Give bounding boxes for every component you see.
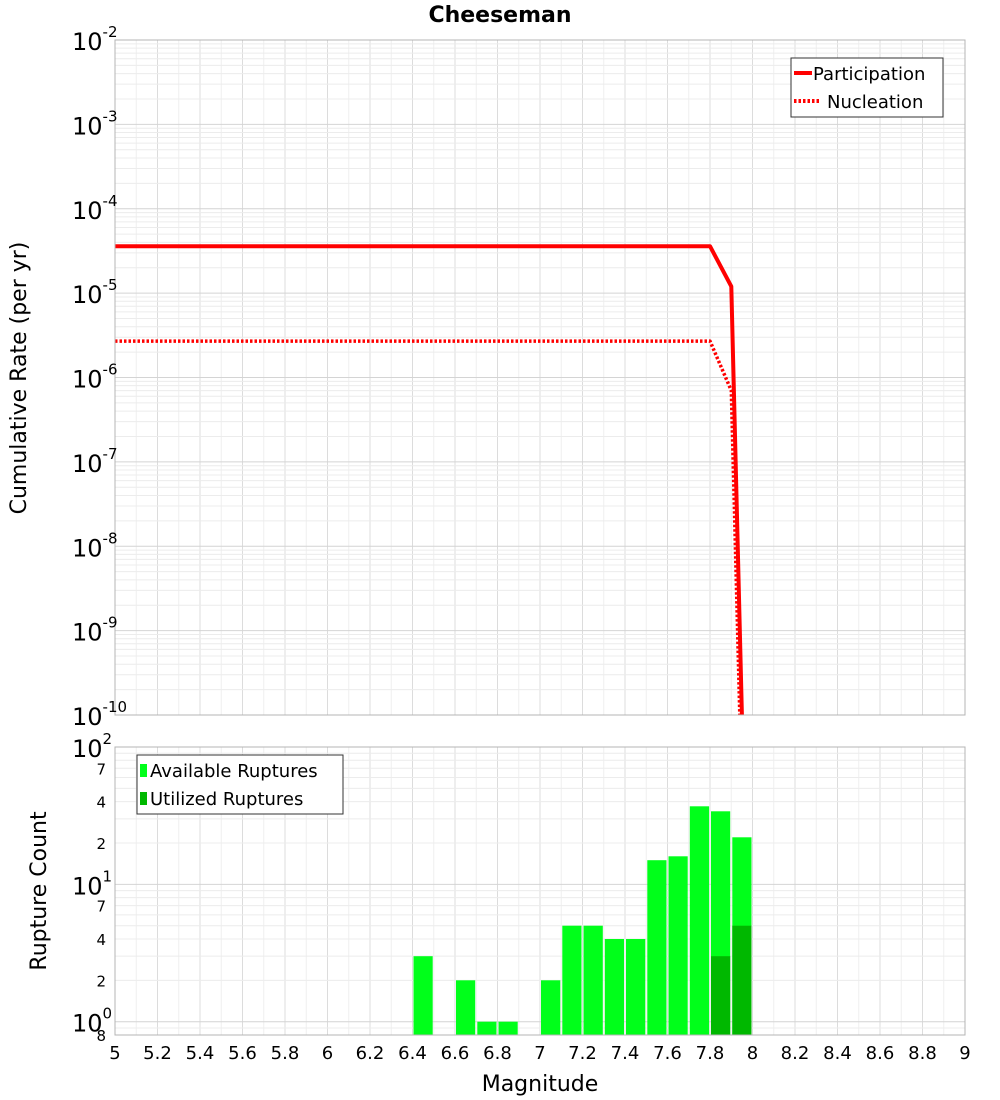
x-tick-label: 5.8	[271, 1043, 300, 1064]
count-y-major-label: 100	[72, 1005, 112, 1038]
count-plot-legend-box	[136, 754, 344, 815]
x-tick-label: 5.6	[228, 1043, 257, 1064]
x-tick-label: 8.8	[908, 1043, 937, 1064]
legend-label-participation: Participation	[813, 64, 925, 85]
count-plot-frame	[114, 746, 966, 1036]
available-bar	[562, 925, 582, 1035]
count-y-minor-label: 7	[96, 760, 106, 778]
x-tick-label: 6.4	[398, 1043, 427, 1064]
available-bar	[647, 860, 667, 1035]
count-y-minor-label: 4	[96, 931, 106, 949]
x-tick-label: 6.6	[441, 1043, 470, 1064]
x-tick-label: 6.8	[483, 1043, 512, 1064]
count-plot: 102 101 100 7 4 2 7 4 2 8 5 5.2 5.4 5.6 5.8 6 6.2 6.4 6.6…	[27, 730, 971, 1097]
x-tick-label: 8.4	[823, 1043, 852, 1064]
x-tick-label: 7.4	[611, 1043, 640, 1064]
x-tick-label: 5.2	[143, 1043, 172, 1064]
rate-y-tick-label: 10-7	[72, 445, 118, 478]
count-y-minor-label: 2	[96, 835, 106, 853]
available-bar	[604, 939, 624, 1035]
available-bar	[541, 980, 561, 1035]
rate-y-tick-label: 10-2	[72, 23, 118, 56]
x-tick-label: 8	[747, 1043, 758, 1064]
count-plot-y-label: Rupture Count	[27, 811, 52, 971]
series-line-nucleation	[115, 339, 742, 716]
rate-plot-series	[115, 244, 744, 716]
x-tick-label: 9	[959, 1043, 970, 1064]
count-y-major-label: 102	[72, 730, 112, 763]
count-y-major-label: 101	[72, 867, 112, 900]
x-axis-label: Magnitude	[482, 1072, 599, 1097]
count-plot-bars	[413, 806, 752, 1035]
available-bar	[689, 806, 710, 1035]
available-bar	[668, 856, 688, 1035]
legend-label-nucleation: Nucleation	[827, 92, 923, 113]
rate-plot-legend-box	[790, 57, 944, 118]
x-tick-label: 8.6	[866, 1043, 895, 1064]
series-line-participation	[115, 244, 744, 716]
available-bar	[456, 980, 476, 1035]
x-tick-label: 7	[534, 1043, 545, 1064]
legend-swatch-utilized	[140, 792, 147, 805]
rate-plot-legend: Participation Nucleation	[790, 57, 944, 118]
x-tick-label: 6.2	[356, 1043, 385, 1064]
available-bar	[626, 939, 646, 1035]
legend-label-utilized: Utilized Ruptures	[150, 789, 303, 810]
available-bar	[413, 956, 433, 1035]
count-y-minor-label: 2	[96, 972, 106, 990]
x-tick-label: 7.6	[653, 1043, 682, 1064]
utilized-bar	[732, 925, 752, 1035]
count-y-minor-label: 4	[96, 794, 106, 812]
x-tick-label: 5	[109, 1043, 120, 1064]
count-plot-y-ticks: 102 101 100 7 4 2 7 4 2 8	[72, 730, 112, 1045]
count-plot-legend: Available Ruptures Utilized Ruptures	[136, 754, 344, 815]
x-tick-label: 7.2	[568, 1043, 597, 1064]
utilized-bar	[711, 956, 731, 1035]
x-tick-label: 6	[322, 1043, 333, 1064]
x-axis-ticks: 5 5.2 5.4 5.6 5.8 6 6.2 6.4 6.6 6.8 7 7.2 7.4 7.6 7.8 8…	[109, 1043, 970, 1064]
rate-plot: 10-2 10-3 10-4 10-5 10-6 10-7 10-8 10-9 10-10 Cu…	[7, 23, 966, 731]
legend-label-available: Available Ruptures	[150, 761, 318, 782]
rate-y-tick-label: 10-8	[72, 529, 118, 562]
x-tick-label: 7.8	[696, 1043, 725, 1064]
legend-swatch-available	[140, 764, 147, 777]
rate-plot-y-label: Cumulative Rate (per yr)	[7, 242, 32, 515]
rate-y-tick-label: 10-5	[72, 276, 118, 309]
rate-plot-frame	[114, 39, 966, 716]
count-y-minor-label: 7	[96, 898, 106, 916]
rate-y-tick-label: 10-6	[72, 361, 118, 394]
rate-plot-grid	[114, 40, 966, 716]
rate-y-tick-label: 10-3	[72, 107, 118, 140]
available-bar	[583, 925, 603, 1035]
chart-title: Cheeseman	[428, 3, 571, 28]
available-bar	[477, 1021, 497, 1035]
rate-plot-y-ticks: 10-2 10-3 10-4 10-5 10-6 10-7 10-8 10-9 10-10	[72, 23, 127, 731]
x-tick-label: 8.2	[781, 1043, 810, 1064]
available-bar	[498, 1021, 518, 1035]
rate-y-tick-label: 10-4	[72, 192, 118, 225]
rate-y-tick-label: 10-9	[72, 614, 118, 647]
x-tick-label: 5.4	[186, 1043, 215, 1064]
count-y-minor-label: 8	[96, 1027, 106, 1045]
rate-y-tick-label: 10-10	[72, 698, 127, 731]
